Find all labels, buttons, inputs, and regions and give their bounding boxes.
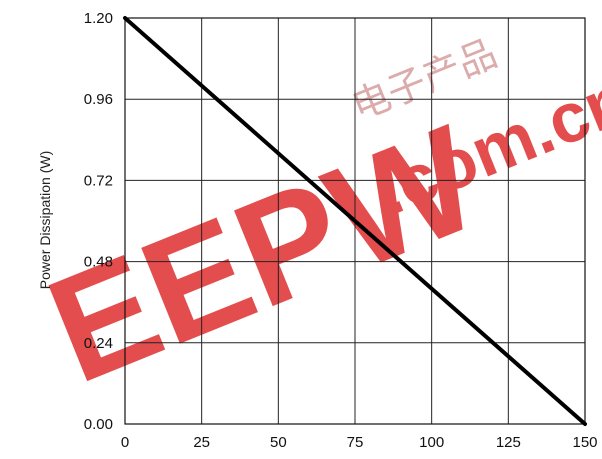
watermark: EEPW .com.cn 电子产品: [27, 31, 602, 415]
x-tick-label: 150: [572, 434, 597, 451]
x-tick-label: 50: [270, 434, 287, 451]
plot-frame: [124, 17, 586, 425]
x-tick-label: 125: [496, 434, 521, 451]
y-tick-label: 0.48: [84, 254, 113, 271]
plot-border: [124, 17, 586, 425]
y-axis-title: Power Dissipation (W): [37, 151, 53, 289]
x-tick-label: 100: [419, 434, 444, 451]
y-axis-ticks: 0.00 0.24 0.48 0.72 0.96 1.20: [84, 10, 113, 433]
x-tick-label: 25: [193, 434, 210, 451]
series-group: [123, 16, 587, 426]
y-tick-label: 0.00: [84, 416, 113, 433]
y-tick-label: 1.20: [84, 10, 113, 27]
y-tick-label: 0.96: [84, 91, 113, 108]
x-tick-label: 75: [347, 434, 364, 451]
y-tick-label: 0.24: [84, 335, 113, 352]
x-axis-ticks: 0 25 50 75 100 125 150: [121, 434, 598, 451]
series-line: [123, 16, 587, 426]
y-tick-label: 0.72: [84, 172, 113, 189]
x-tick-label: 0: [121, 434, 129, 451]
